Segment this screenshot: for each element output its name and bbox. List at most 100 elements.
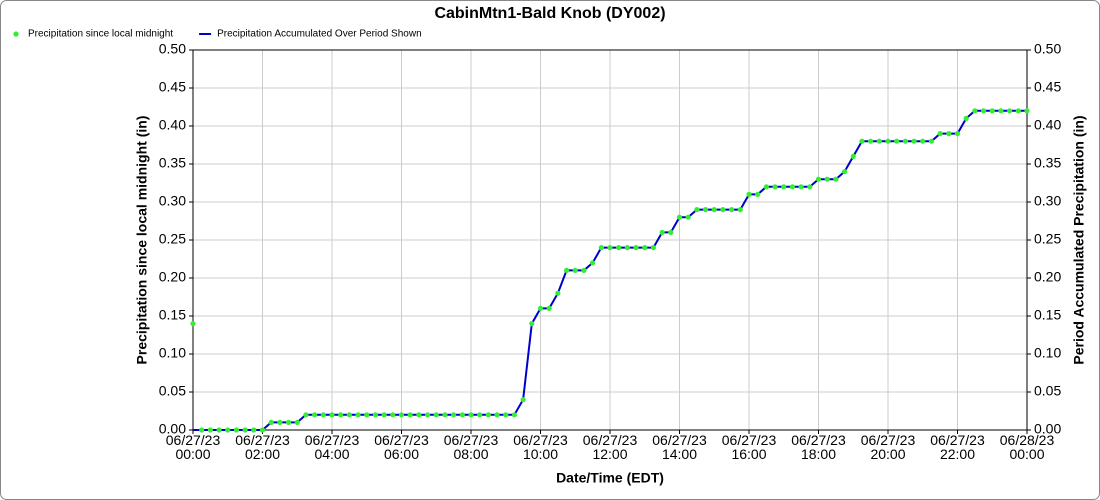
data-point	[572, 267, 578, 273]
y-tick-label: 0.35	[159, 155, 186, 171]
data-point	[694, 207, 700, 213]
x-tick-label: 06/27/23 02:00	[235, 432, 290, 462]
data-point	[720, 207, 726, 213]
data-point	[928, 138, 935, 144]
data-point	[616, 245, 622, 251]
data-point	[824, 176, 830, 182]
x-tick-label: 06/27/23 22:00	[930, 432, 985, 462]
y-tick-label: 0.40	[159, 117, 186, 133]
legend-marker	[13, 31, 19, 37]
y-tick-label: 0.10	[159, 345, 186, 361]
data-point	[563, 267, 570, 273]
data-point	[642, 245, 648, 251]
x-tick-label: 06/27/23 12:00	[582, 432, 638, 462]
data-point	[946, 131, 952, 137]
x-tick-label: 06/28/23 00:00	[999, 432, 1055, 462]
data-point	[364, 412, 370, 418]
x-tick-label: 06/27/23 08:00	[443, 432, 499, 462]
data-point	[259, 427, 266, 433]
y-axis-title: Precipitation since local midnight (in)	[134, 116, 150, 365]
data-point	[1007, 108, 1013, 114]
data-point	[668, 229, 674, 235]
data-point	[225, 427, 231, 433]
data-point	[729, 207, 735, 213]
y2-tick-label: 0.35	[1034, 155, 1061, 171]
plot-border	[192, 49, 1028, 431]
data-point	[329, 412, 335, 418]
y-tick-label: 0.25	[159, 231, 186, 247]
y2-tick-label: 0.45	[1034, 79, 1061, 95]
y-tick-label: 0.30	[159, 193, 186, 209]
x-tick-label: 06/27/23 00:00	[165, 432, 221, 462]
y2-tick-label: 0.15	[1034, 307, 1061, 323]
data-point	[885, 138, 891, 144]
data-point	[972, 108, 978, 114]
data-point	[676, 214, 683, 220]
data-point	[624, 245, 630, 251]
data-point	[294, 419, 300, 425]
data-point	[807, 184, 813, 190]
data-point	[876, 138, 882, 144]
data-point	[755, 191, 761, 197]
data-point	[190, 321, 196, 327]
data-point	[772, 184, 778, 190]
data-point	[251, 427, 257, 433]
data-point	[303, 412, 309, 418]
data-point	[989, 108, 995, 114]
chart-title: CabinMtn1-Bald Knob (DY002)	[434, 5, 665, 22]
data-point	[702, 207, 709, 213]
data-point	[242, 427, 248, 433]
data-point	[529, 321, 535, 327]
data-point	[546, 305, 552, 311]
data-point	[868, 138, 874, 144]
data-point	[581, 267, 587, 273]
data-point	[763, 184, 769, 190]
legend-label: Precipitation since local midnight	[28, 29, 173, 40]
data-point	[590, 260, 596, 266]
x-tick-label: 06/27/23 16:00	[721, 432, 777, 462]
data-point	[980, 108, 987, 114]
y-tick-label: 0.05	[159, 383, 186, 399]
data-point	[607, 245, 613, 251]
y-tick-label: 0.00	[159, 421, 186, 437]
data-point	[937, 131, 943, 137]
data-point	[711, 207, 717, 213]
data-point	[659, 229, 665, 235]
data-point	[407, 412, 413, 418]
data-point	[963, 115, 969, 121]
data-point	[216, 427, 222, 433]
data-point	[954, 131, 961, 137]
data-point	[355, 412, 361, 418]
y2-tick-label: 0.05	[1034, 383, 1061, 399]
data-point	[685, 214, 691, 220]
data-point	[815, 176, 822, 182]
data-point	[433, 412, 439, 418]
data-point	[789, 184, 796, 190]
data-point	[485, 412, 491, 418]
y2-tick-label: 0.20	[1034, 269, 1061, 285]
data-point	[320, 412, 326, 418]
y2-tick-label: 0.30	[1034, 193, 1061, 209]
legend-label: Precipitation Accumulated Over Period Sh…	[217, 29, 422, 40]
data-point	[459, 412, 465, 418]
data-point	[633, 245, 639, 251]
data-point	[424, 412, 431, 418]
data-point	[199, 427, 205, 433]
data-point	[537, 305, 544, 311]
x-tick-label: 06/27/23 10:00	[513, 432, 568, 462]
data-point	[381, 412, 387, 418]
data-point	[494, 412, 500, 418]
y2-tick-label: 0.25	[1034, 231, 1061, 247]
data-point	[268, 419, 274, 425]
data-point	[833, 176, 839, 182]
data-point	[859, 138, 865, 144]
data-point	[477, 412, 483, 418]
x-axis-title: Date/Time (EDT)	[556, 470, 664, 486]
data-point	[233, 427, 240, 433]
data-point	[737, 207, 743, 213]
data-point	[841, 169, 848, 175]
x-tick-label: 06/27/23 20:00	[860, 432, 916, 462]
data-point	[555, 290, 561, 296]
